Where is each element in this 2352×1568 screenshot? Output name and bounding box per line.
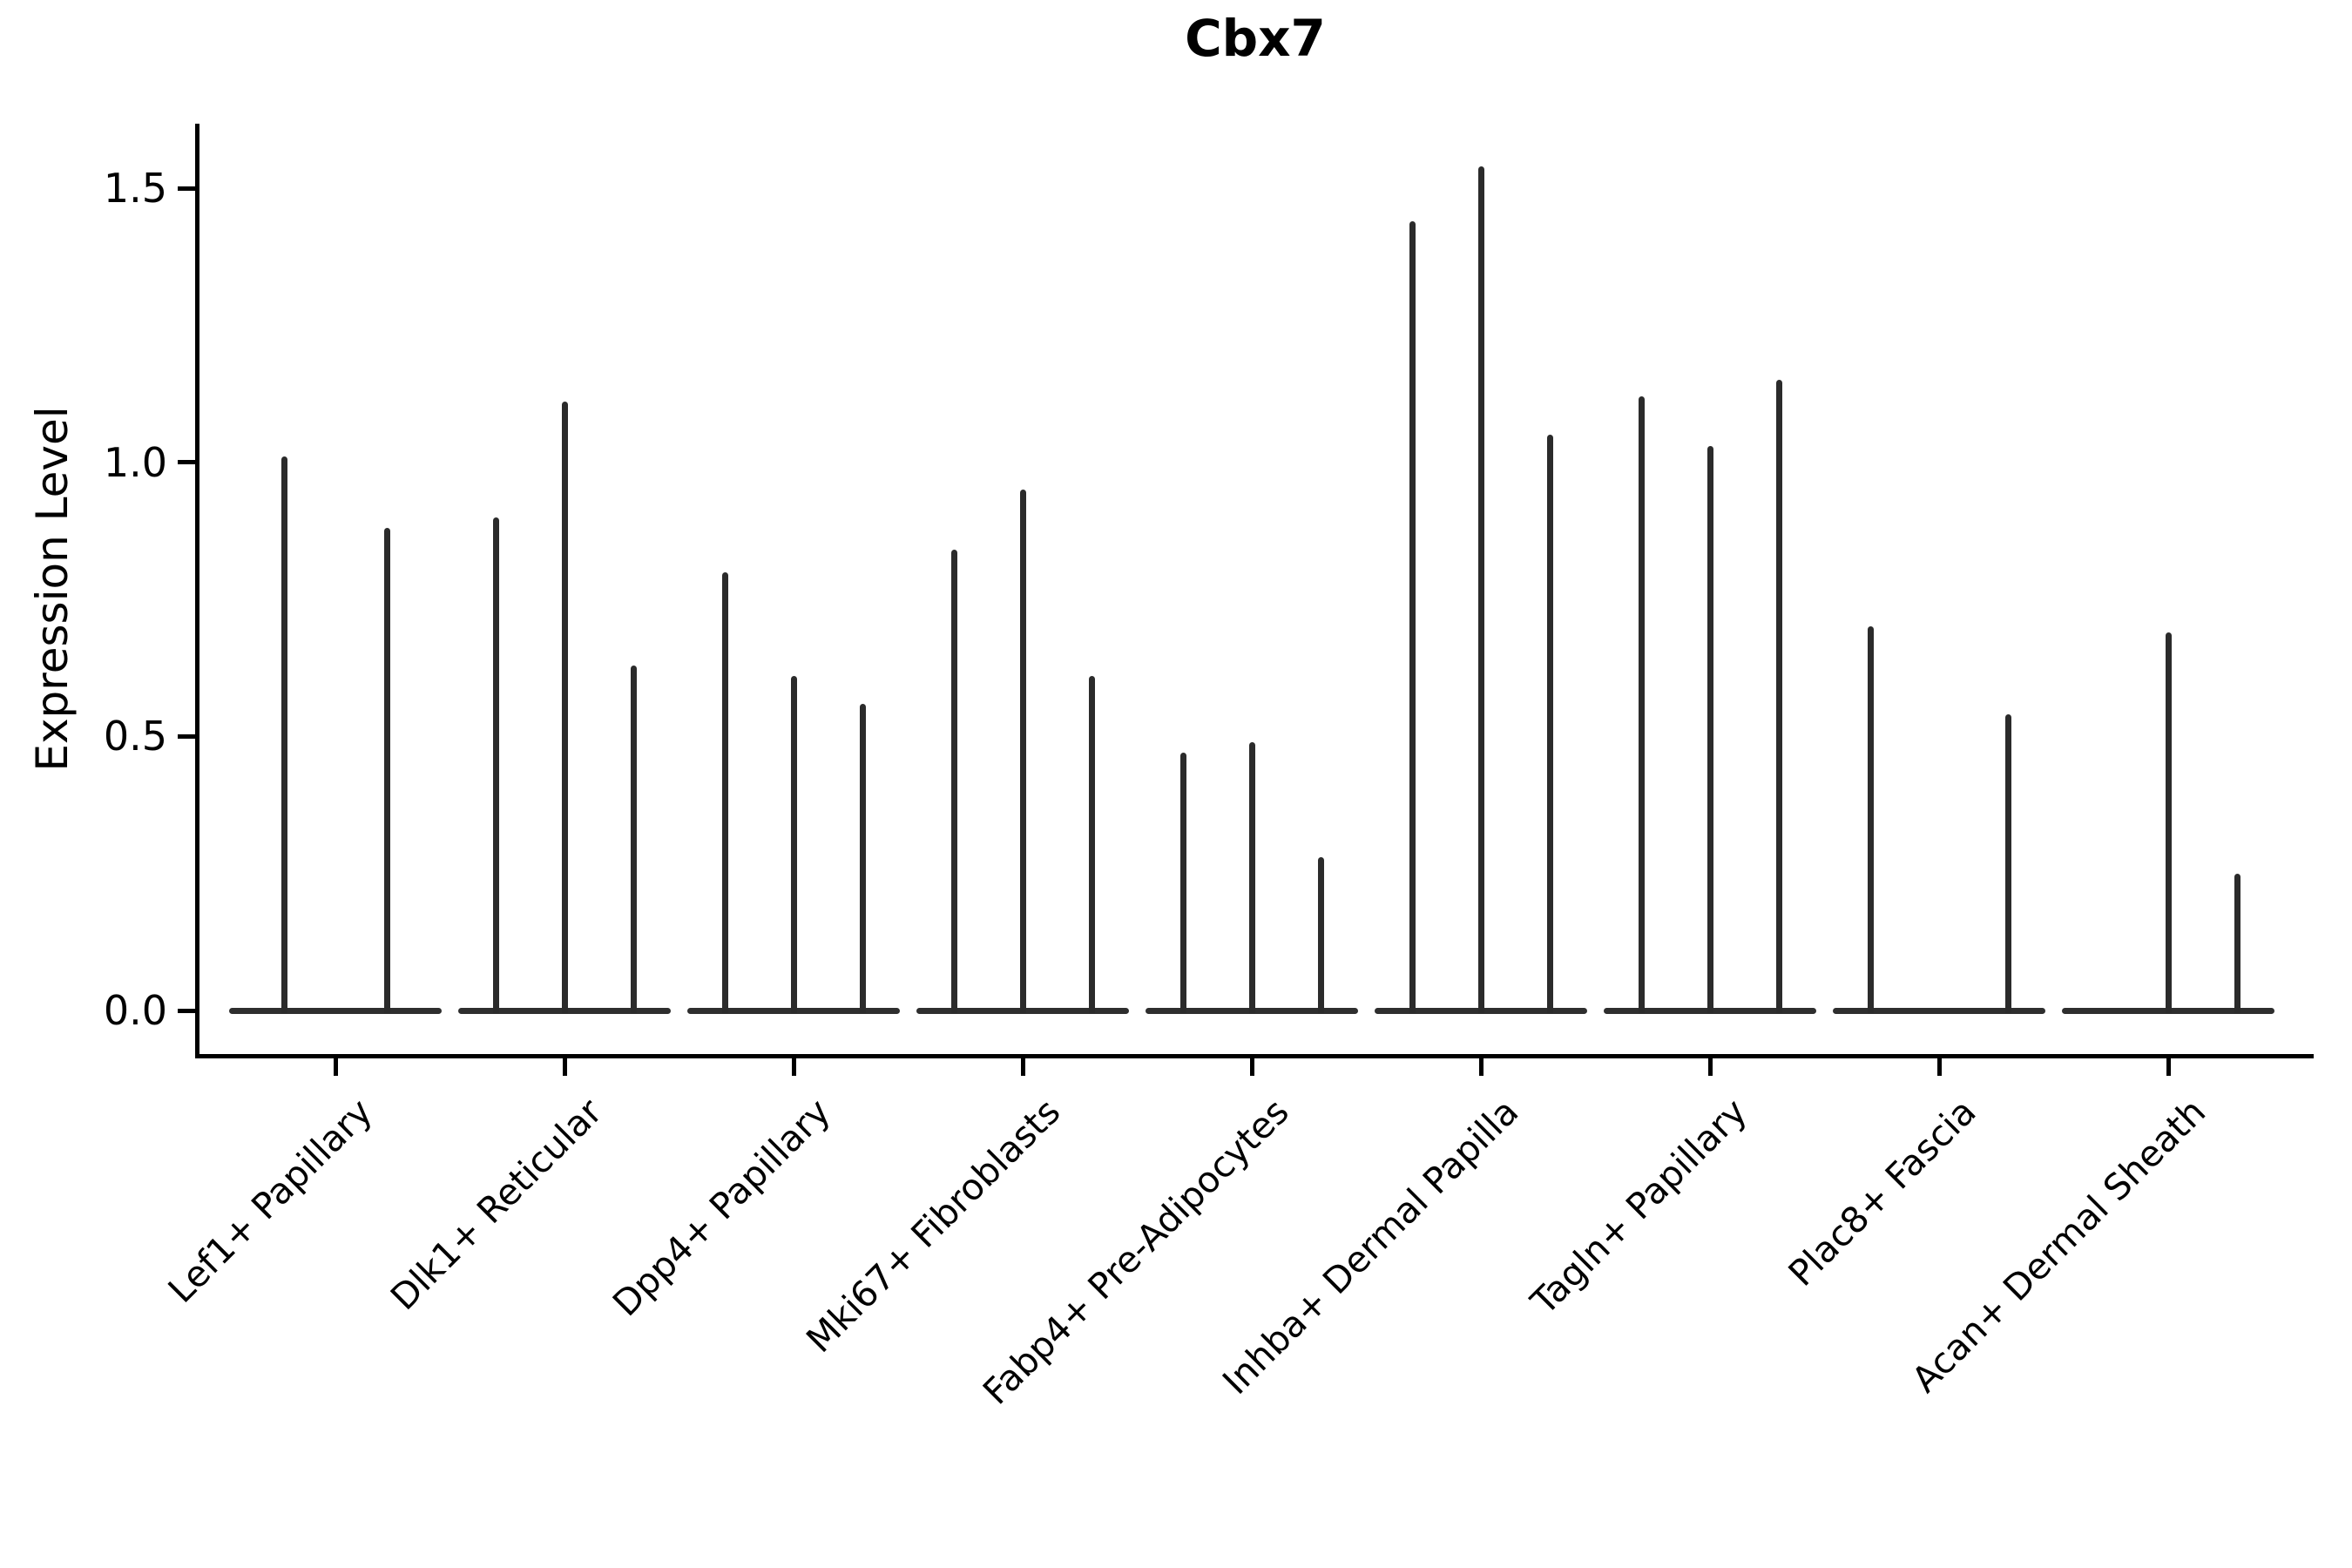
violin-spike: [859, 703, 866, 1013]
x-tick-label: Dlk1+ Reticular: [382, 1091, 610, 1319]
x-tick-label: Tagln+ Papillary: [1523, 1091, 1755, 1323]
y-tick: [178, 186, 195, 191]
violin-spike: [1707, 445, 1713, 1013]
y-axis-spine: [195, 124, 199, 1058]
y-tick: [178, 733, 195, 739]
x-tick-label: Lef1+ Papillary: [160, 1091, 381, 1311]
violin-spike: [1638, 396, 1645, 1013]
violin-spike: [1409, 220, 1416, 1013]
violin-spike: [790, 676, 797, 1013]
y-tick: [178, 460, 195, 465]
y-tick-label: 0.0: [103, 987, 167, 1034]
y-tick-label: 1.5: [103, 165, 167, 213]
violin-spike: [2004, 714, 2011, 1013]
x-tick-label: Plac8+ Fascia: [1781, 1091, 1984, 1294]
violin-spike: [1317, 856, 1324, 1013]
violin-baseline: [229, 1008, 442, 1014]
violin-spike: [1179, 753, 1186, 1013]
chart-title: Cbx7: [1185, 9, 1326, 68]
x-axis-spine: [195, 1054, 2314, 1058]
x-tick: [2166, 1058, 2171, 1076]
y-tick-label: 0.5: [103, 713, 167, 760]
violin-spike: [1867, 626, 1874, 1013]
x-tick: [333, 1058, 338, 1076]
x-tick: [1478, 1058, 1484, 1076]
violin-spike: [2234, 873, 2240, 1013]
x-tick: [1707, 1058, 1713, 1076]
violin-spike: [2165, 632, 2172, 1013]
violin-spike: [1019, 490, 1026, 1013]
y-tick-label: 1.0: [103, 438, 167, 486]
violin-spike: [492, 517, 499, 1013]
violin-baseline: [1833, 1008, 2045, 1014]
x-tick: [791, 1058, 796, 1076]
violin-spike: [383, 528, 390, 1013]
violin-spike: [721, 571, 728, 1013]
x-tick-label: Mki67+ Fibroblasts: [797, 1091, 1068, 1362]
x-tick: [1936, 1058, 1942, 1076]
violin-spike: [1088, 676, 1095, 1013]
violin-spike: [1546, 435, 1553, 1013]
violin-spike: [1248, 741, 1255, 1013]
violin-spike: [561, 402, 568, 1013]
violin-spike: [1477, 166, 1484, 1013]
violin-spike: [1775, 380, 1782, 1013]
violin-spike: [630, 665, 637, 1013]
y-tick: [178, 1008, 195, 1013]
plot-area: [197, 124, 2314, 1054]
x-tick: [562, 1058, 567, 1076]
violin-spike: [280, 456, 287, 1013]
x-tick-label: Dpp4+ Papillary: [605, 1091, 839, 1325]
violin-spike: [950, 550, 957, 1013]
x-tick: [1249, 1058, 1254, 1076]
x-tick: [1020, 1058, 1025, 1076]
